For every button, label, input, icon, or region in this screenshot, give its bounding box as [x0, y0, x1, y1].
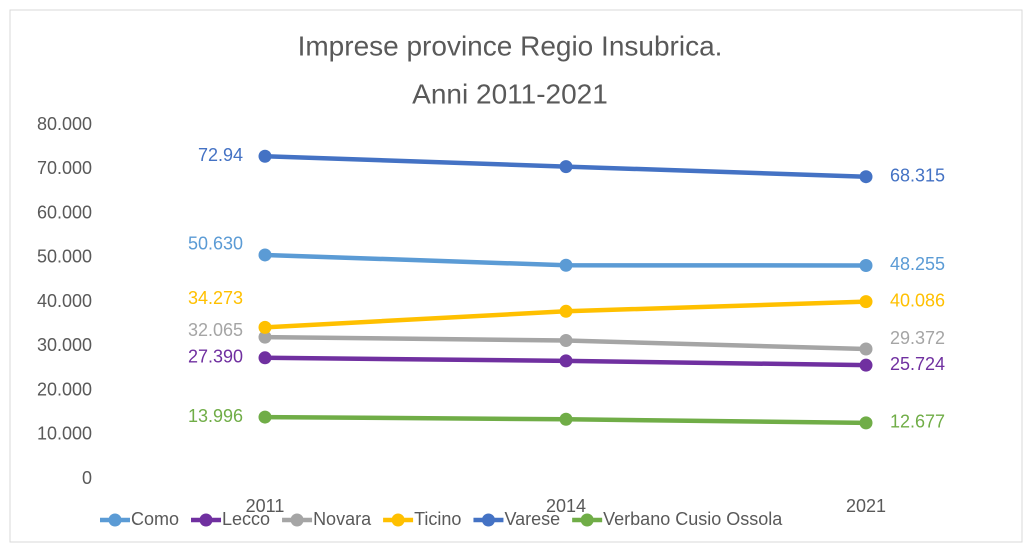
legend-marker: [481, 513, 495, 527]
y-tick-label: 50.000: [37, 247, 92, 267]
point: [559, 354, 573, 368]
data-label: 25.724: [890, 354, 945, 374]
point: [559, 160, 573, 174]
legend-marker: [391, 513, 405, 527]
point: [559, 258, 573, 272]
point: [859, 358, 873, 372]
y-tick-label: 0: [82, 468, 92, 488]
data-label: 68.315: [890, 165, 945, 185]
legend-label: Verbano Cusio Ossola: [603, 509, 783, 529]
data-label: 34.273: [188, 288, 243, 308]
point: [559, 333, 573, 347]
point: [258, 149, 272, 163]
data-label: 29.372: [890, 328, 945, 348]
legend-label: Varese: [504, 509, 560, 529]
point: [258, 410, 272, 424]
y-tick-label: 70.000: [37, 158, 92, 178]
legend-marker: [199, 513, 213, 527]
point: [859, 258, 873, 272]
data-label: 32.065: [188, 320, 243, 340]
point: [258, 320, 272, 334]
point: [859, 342, 873, 356]
legend-marker: [580, 513, 594, 527]
legend-label: Como: [131, 509, 179, 529]
y-tick-label: 20.000: [37, 379, 92, 399]
point: [859, 416, 873, 430]
y-tick-label: 30.000: [37, 335, 92, 355]
legend-marker: [290, 513, 304, 527]
y-tick-label: 60.000: [37, 202, 92, 222]
data-label: 12.677: [890, 412, 945, 432]
chart-frame: [9, 9, 1023, 543]
chart-title: Imprese province Regio Insubrica.: [298, 30, 723, 61]
point: [258, 330, 272, 344]
y-tick-label: 80.000: [37, 114, 92, 134]
point: [258, 351, 272, 365]
data-label: 48.255: [890, 254, 945, 274]
x-tick-label: 2011: [246, 496, 285, 516]
point: [859, 295, 873, 309]
legend-label: Ticino: [414, 509, 461, 529]
point: [859, 170, 873, 184]
point: [258, 248, 272, 262]
data-label: 27.390: [188, 347, 243, 367]
y-tick-label: 40.000: [37, 291, 92, 311]
chart-title: Anni 2011-2021: [412, 78, 608, 109]
data-label: 13.996: [188, 406, 243, 426]
data-label: 50.630: [188, 234, 243, 254]
point: [559, 412, 573, 426]
legend-label: Novara: [313, 509, 372, 529]
legend-label: Lecco: [222, 509, 270, 529]
x-tick-label: 2014: [546, 496, 586, 516]
data-label: 40.086: [890, 290, 945, 310]
legend-marker: [108, 513, 122, 527]
data-label: 72.94: [198, 145, 243, 165]
point: [559, 304, 573, 318]
y-tick-label: 10.000: [37, 424, 92, 444]
x-tick-label: 2021: [846, 496, 886, 516]
